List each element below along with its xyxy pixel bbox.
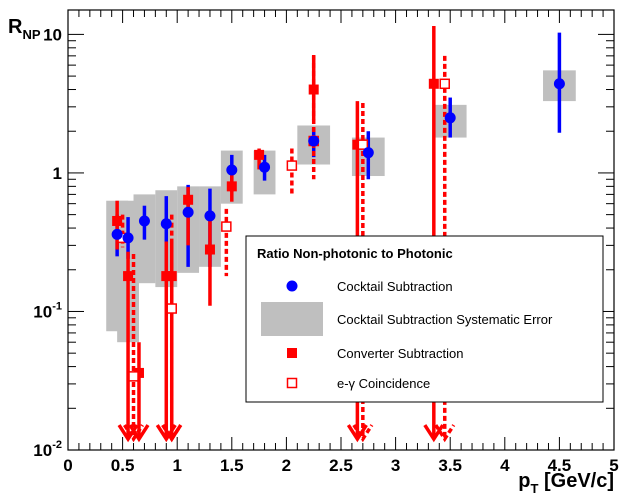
coincidence-point (221, 221, 232, 232)
converter-point (204, 244, 215, 255)
coincidence-upper-limit-arrow (434, 424, 456, 443)
x-tick-label: 4 (500, 456, 510, 475)
cocktail-point (259, 161, 271, 173)
cocktail-point (204, 210, 216, 222)
cocktail-point (362, 147, 374, 159)
coincidence-point (357, 139, 369, 150)
converter-point (123, 271, 134, 282)
converter-point (112, 215, 123, 226)
y-tick-label: 1 (53, 164, 62, 183)
cocktail-point (122, 232, 134, 244)
coincidence-upper-limit-arrow (161, 424, 183, 443)
x-axis-title: pT [GeV/c] (518, 470, 614, 496)
x-tick-label: 0 (63, 456, 72, 475)
converter-point (133, 367, 144, 378)
converter-point (308, 84, 319, 95)
coincidence-point (128, 371, 139, 382)
legend: Ratio Non-photonic to Photonic Cocktail … (245, 235, 604, 403)
legend-label-cocktail: Cocktail Subtraction (337, 279, 453, 294)
legend-marker-cocktail (286, 280, 298, 292)
coincidence-upper-limit-arrow (352, 424, 374, 443)
converter-upper-limit-arrow (128, 424, 150, 443)
cocktail-point (444, 112, 456, 124)
converter-upper-limit-arrow (423, 424, 445, 443)
coincidence-point (439, 78, 450, 90)
legend-label-converter: Converter Subtraction (337, 346, 463, 361)
x-tick-label: 3.5 (438, 456, 462, 475)
cocktail-point (182, 206, 194, 218)
x-tick-label: 1.5 (220, 456, 244, 475)
converter-point (352, 139, 363, 150)
cocktail-point (226, 164, 238, 176)
converter-upper-limit-arrow (346, 424, 368, 443)
cocktail-point (553, 78, 565, 90)
x-tick-label: 4.5 (548, 456, 572, 475)
y-tick-label: 10-2 (33, 439, 62, 460)
legend-marker-systematic (261, 302, 323, 336)
x-tick-label: 2.5 (329, 456, 353, 475)
y-tick-label: 10-1 (33, 300, 62, 321)
y-axis-title: RNP (8, 16, 41, 42)
coincidence-point (286, 160, 298, 171)
tick-labels: 0 0.5 1 1.5 2 2.5 3 3.5 4 4.5 5 10-2 10-1 1 10 (33, 25, 618, 475)
cocktail-point (111, 228, 123, 240)
x-tick-label: 1 (172, 456, 181, 475)
legend-marker-coincidence (286, 377, 298, 389)
cocktail-point (308, 135, 320, 147)
converter-point (226, 181, 237, 192)
y-tick-label: 10 (43, 25, 62, 44)
legend-label-systematic: Cocktail Subtraction Systematic Error (337, 312, 553, 327)
legend-label-coincidence: e-γ Coincidence (337, 376, 430, 391)
legend-marker-converter (287, 348, 297, 358)
markers (111, 78, 565, 382)
x-tick-label: 3 (391, 456, 400, 475)
converter-point (183, 194, 194, 205)
x-tick-label: 5 (609, 456, 618, 475)
coincidence-point (166, 303, 177, 314)
x-tick-label: 2 (282, 456, 291, 475)
converter-point (166, 271, 177, 282)
cocktail-point (138, 215, 150, 227)
cocktail-point (160, 218, 172, 230)
converter-point (161, 271, 172, 282)
axis-ticks (67, 10, 615, 451)
x-tick-label: 0.5 (111, 456, 135, 475)
converter-point (428, 78, 439, 89)
converter-point (254, 149, 265, 160)
legend-title: Ratio Non-photonic to Photonic (257, 246, 453, 261)
coincidence-upper-limit-arrow (123, 424, 144, 443)
